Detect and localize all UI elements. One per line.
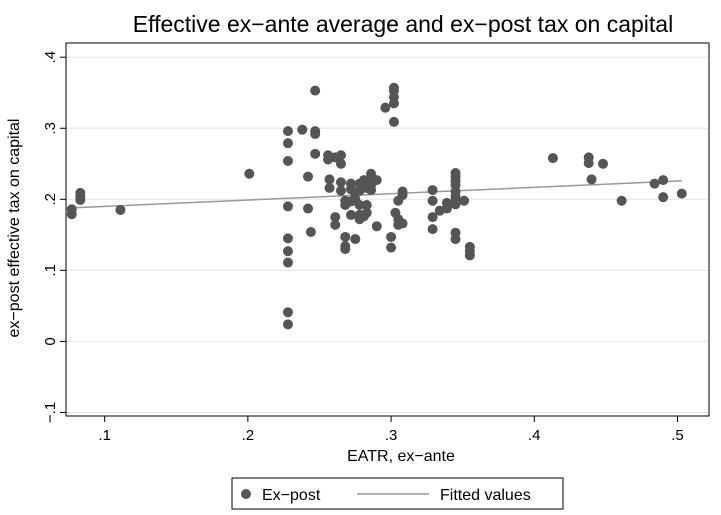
plot-frame xyxy=(65,42,710,417)
data-point xyxy=(366,185,377,196)
data-point xyxy=(330,219,341,230)
data-point xyxy=(427,185,438,196)
data-point xyxy=(441,203,452,214)
data-point xyxy=(282,155,293,166)
y-tick-label: −.1 xyxy=(42,402,59,423)
data-point xyxy=(310,148,321,159)
data-point xyxy=(586,174,597,185)
data-point xyxy=(340,231,351,242)
data-point xyxy=(676,188,687,199)
fitted-values-line xyxy=(71,180,682,209)
data-point xyxy=(305,226,316,237)
grid-lines xyxy=(66,56,709,413)
data-point xyxy=(335,177,346,188)
data-point xyxy=(282,126,293,137)
data-point xyxy=(282,246,293,257)
data-point xyxy=(244,168,255,179)
data-point xyxy=(649,178,660,189)
x-axis-label: EATR, ex−ante xyxy=(347,448,455,465)
x-tick-label: .2 xyxy=(242,427,255,444)
data-point xyxy=(371,221,382,232)
data-point xyxy=(583,158,594,169)
y-tick-label: 0 xyxy=(42,337,59,345)
data-point xyxy=(616,195,627,206)
data-point xyxy=(371,175,382,186)
data-point xyxy=(354,199,365,210)
data-point xyxy=(324,182,335,193)
data-point xyxy=(297,124,308,135)
data-point xyxy=(330,212,341,223)
data-point xyxy=(397,190,408,201)
x-tick-label: .1 xyxy=(98,427,111,444)
x-tick-label: .5 xyxy=(671,427,684,444)
legend-marker-ex-post xyxy=(241,489,251,499)
data-point xyxy=(361,207,372,218)
data-point xyxy=(75,187,86,198)
data-point xyxy=(282,233,293,244)
data-point xyxy=(658,192,669,203)
data-point xyxy=(427,195,438,206)
data-point xyxy=(282,307,293,318)
data-point xyxy=(282,257,293,268)
data-point xyxy=(380,102,391,113)
y-tick-label: .3 xyxy=(42,122,59,135)
legend: Ex−post Fitted values xyxy=(231,477,564,510)
data-point xyxy=(345,209,356,220)
x-axis: .1 .2 .3 .4 .5 xyxy=(98,416,684,444)
data-point xyxy=(335,185,346,196)
data-point xyxy=(350,234,361,245)
data-point xyxy=(303,171,314,182)
data-point xyxy=(303,203,314,214)
y-axis: −.1 0 .1 .2 .3 .4 xyxy=(42,51,66,423)
data-point xyxy=(335,158,346,169)
data-point xyxy=(310,128,321,139)
data-point xyxy=(464,250,475,261)
data-point xyxy=(66,204,77,215)
data-point xyxy=(450,199,461,210)
y-tick-label: .4 xyxy=(42,51,59,64)
scatter-points xyxy=(66,82,687,330)
data-point xyxy=(386,231,397,242)
data-point xyxy=(388,98,399,109)
legend-label-fitted-values: Fitted values xyxy=(440,487,531,504)
legend-label-ex-post: Ex−post xyxy=(262,487,321,504)
x-tick-label: .4 xyxy=(528,427,541,444)
chart-title: Effective ex−ante average and ex−post ta… xyxy=(133,11,673,37)
data-point xyxy=(324,174,335,185)
data-point xyxy=(427,212,438,223)
fitted-line-layer xyxy=(71,180,682,209)
data-point xyxy=(386,242,397,253)
data-point xyxy=(310,85,321,96)
data-point xyxy=(388,116,399,127)
data-point xyxy=(397,218,408,229)
y-axis-label: ex−post effective tax on capital xyxy=(6,119,23,338)
y-tick-label: .1 xyxy=(42,264,59,277)
x-tick-label: .3 xyxy=(385,427,398,444)
data-point xyxy=(598,158,609,169)
data-point xyxy=(658,175,669,186)
data-point xyxy=(427,224,438,235)
data-point xyxy=(450,234,461,245)
data-point xyxy=(282,201,293,212)
data-point xyxy=(361,199,372,210)
data-point xyxy=(459,195,470,206)
data-point xyxy=(282,138,293,149)
data-point xyxy=(547,153,558,164)
data-point xyxy=(282,319,293,330)
y-tick-label: .2 xyxy=(42,193,59,206)
data-point xyxy=(335,150,346,161)
data-point xyxy=(115,204,126,215)
data-point xyxy=(340,244,351,255)
